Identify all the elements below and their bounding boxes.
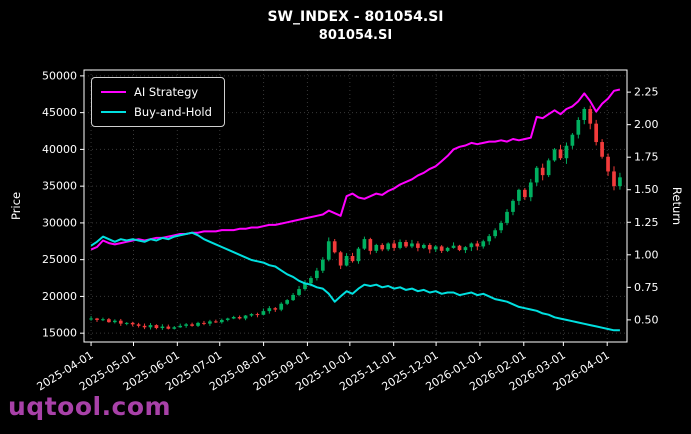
svg-text:35000: 35000 [42,180,77,193]
svg-text:45000: 45000 [42,106,77,119]
y-axis-label-return: Return [670,186,684,226]
legend-label: AI Strategy [134,85,199,99]
legend-item-ai-strategy: AI Strategy [101,85,212,99]
svg-text:1.00: 1.00 [634,248,659,261]
chart-subtitle: 801054.SI [318,28,393,43]
buy-and-hold-line-swatch [101,111,126,113]
chart-legend: AI Strategy Buy-and-Hold [91,77,225,127]
svg-text:15000: 15000 [42,327,77,340]
svg-text:20000: 20000 [42,290,77,303]
svg-text:1.75: 1.75 [634,151,659,164]
svg-text:1.25: 1.25 [634,216,659,229]
y-axis-label-price: Price [9,191,23,221]
svg-text:30000: 30000 [42,216,77,229]
chart-title: SW_INDEX - 801054.SI [267,9,444,25]
svg-text:2.25: 2.25 [634,86,659,99]
svg-text:0.75: 0.75 [634,281,659,294]
legend-item-buy-and-hold: Buy-and-Hold [101,105,212,119]
svg-text:25000: 25000 [42,253,77,266]
svg-text:0.50: 0.50 [634,313,659,326]
svg-text:1.50: 1.50 [634,183,659,196]
ai-strategy-line-swatch [101,91,126,93]
watermark: uqtool.com [8,392,172,421]
legend-label: Buy-and-Hold [134,105,212,119]
svg-text:2.00: 2.00 [634,118,659,131]
svg-text:50000: 50000 [42,69,77,82]
svg-text:40000: 40000 [42,143,77,156]
